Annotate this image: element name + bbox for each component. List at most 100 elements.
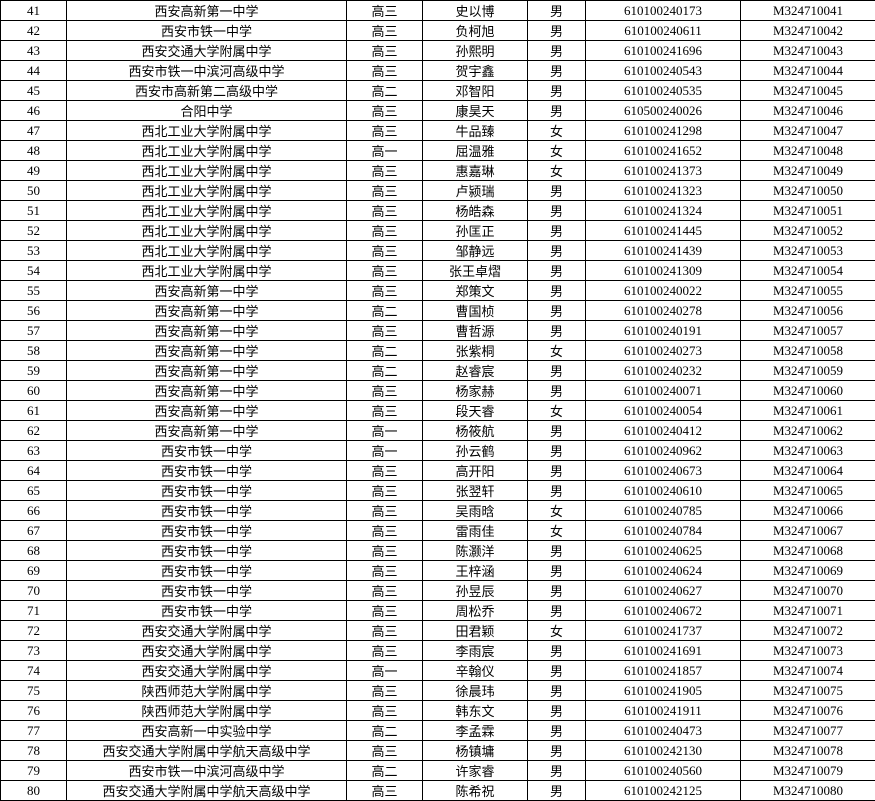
cell-gender: 男 (528, 221, 586, 241)
cell-school: 西安高新第一中学 (67, 421, 347, 441)
cell-code2: M324710080 (741, 781, 875, 801)
cell-school: 西安高新第一中学 (67, 321, 347, 341)
cell-name: 牛品臻 (423, 121, 528, 141)
cell-school: 西北工业大学附属中学 (67, 121, 347, 141)
cell-name: 孙熙明 (423, 41, 528, 61)
cell-school: 西安市铁一中学 (67, 481, 347, 501)
cell-name: 赵睿宸 (423, 361, 528, 381)
cell-code2: M324710055 (741, 281, 875, 301)
cell-code2: M324710064 (741, 461, 875, 481)
cell-idx: 52 (1, 221, 67, 241)
cell-school: 陕西师范大学附属中学 (67, 681, 347, 701)
cell-school: 西安市铁一中学 (67, 501, 347, 521)
cell-gender: 男 (528, 321, 586, 341)
cell-code1: 610100240611 (586, 21, 741, 41)
cell-school: 西北工业大学附属中学 (67, 181, 347, 201)
cell-name: 杨家赫 (423, 381, 528, 401)
cell-idx: 80 (1, 781, 67, 801)
cell-name: 郑策文 (423, 281, 528, 301)
cell-idx: 61 (1, 401, 67, 421)
cell-school: 西安交通大学附属中学航天高级中学 (67, 781, 347, 801)
cell-gender: 男 (528, 441, 586, 461)
cell-school: 西安市铁一中滨河高级中学 (67, 61, 347, 81)
cell-code2: M324710066 (741, 501, 875, 521)
cell-idx: 77 (1, 721, 67, 741)
cell-gender: 男 (528, 681, 586, 701)
cell-grade: 高二 (347, 341, 423, 361)
table-row: 75陕西师范大学附属中学高三徐晨玮男610100241905M324710075 (1, 681, 875, 701)
cell-code1: 610100240785 (586, 501, 741, 521)
cell-code1: 610100241309 (586, 261, 741, 281)
cell-code1: 610100240191 (586, 321, 741, 341)
cell-grade: 高三 (347, 601, 423, 621)
cell-idx: 41 (1, 1, 67, 21)
cell-grade: 高二 (347, 361, 423, 381)
table-row: 55西安高新第一中学高三郑策文男610100240022M324710055 (1, 281, 875, 301)
cell-code1: 610100240625 (586, 541, 741, 561)
cell-code2: M324710056 (741, 301, 875, 321)
cell-school: 西安市铁一中滨河高级中学 (67, 761, 347, 781)
cell-idx: 79 (1, 761, 67, 781)
cell-gender: 男 (528, 21, 586, 41)
cell-idx: 58 (1, 341, 67, 361)
cell-code2: M324710062 (741, 421, 875, 441)
cell-gender: 女 (528, 521, 586, 541)
cell-school: 西北工业大学附属中学 (67, 241, 347, 261)
cell-grade: 高三 (347, 781, 423, 801)
cell-code2: M324710074 (741, 661, 875, 681)
cell-gender: 男 (528, 1, 586, 21)
cell-name: 李孟霖 (423, 721, 528, 741)
cell-school: 西安高新第一中学 (67, 341, 347, 361)
cell-code1: 610100241324 (586, 201, 741, 221)
cell-school: 西安交通大学附属中学航天高级中学 (67, 741, 347, 761)
cell-grade: 高二 (347, 761, 423, 781)
cell-name: 陈希祝 (423, 781, 528, 801)
cell-grade: 高三 (347, 281, 423, 301)
cell-idx: 78 (1, 741, 67, 761)
cell-gender: 男 (528, 361, 586, 381)
cell-school: 西北工业大学附属中学 (67, 161, 347, 181)
cell-grade: 高三 (347, 381, 423, 401)
cell-code1: 610100240273 (586, 341, 741, 361)
cell-code2: M324710044 (741, 61, 875, 81)
cell-code2: M324710073 (741, 641, 875, 661)
cell-idx: 65 (1, 481, 67, 501)
table-row: 64西安市铁一中学高三高开阳男610100240673M324710064 (1, 461, 875, 481)
table-row: 43西安交通大学附属中学高三孙熙明男610100241696M324710043 (1, 41, 875, 61)
cell-idx: 46 (1, 101, 67, 121)
cell-grade: 高三 (347, 61, 423, 81)
cell-grade: 高二 (347, 721, 423, 741)
cell-code1: 610100240278 (586, 301, 741, 321)
table-row: 77西安高新一中实验中学高二李孟霖男610100240473M324710077 (1, 721, 875, 741)
cell-grade: 高三 (347, 461, 423, 481)
cell-name: 杨筱航 (423, 421, 528, 441)
cell-name: 李雨宸 (423, 641, 528, 661)
cell-code1: 610100240673 (586, 461, 741, 481)
cell-gender: 女 (528, 121, 586, 141)
cell-name: 许家睿 (423, 761, 528, 781)
cell-gender: 男 (528, 61, 586, 81)
cell-gender: 男 (528, 381, 586, 401)
cell-code2: M324710077 (741, 721, 875, 741)
table-row: 51西北工业大学附属中学高三杨皓森男610100241324M324710051 (1, 201, 875, 221)
cell-code2: M324710068 (741, 541, 875, 561)
cell-idx: 76 (1, 701, 67, 721)
table-row: 56西安高新第一中学高二曹国桢男610100240278M324710056 (1, 301, 875, 321)
cell-school: 西安高新第一中学 (67, 301, 347, 321)
table-row: 80西安交通大学附属中学航天高级中学高三陈希祝男610100242125M324… (1, 781, 875, 801)
cell-code1: 610100240624 (586, 561, 741, 581)
cell-idx: 55 (1, 281, 67, 301)
cell-idx: 70 (1, 581, 67, 601)
cell-idx: 48 (1, 141, 67, 161)
cell-school: 西安交通大学附属中学 (67, 641, 347, 661)
cell-idx: 56 (1, 301, 67, 321)
cell-grade: 高三 (347, 561, 423, 581)
cell-school: 西安高新第一中学 (67, 361, 347, 381)
cell-grade: 高三 (347, 581, 423, 601)
cell-code1: 610100242125 (586, 781, 741, 801)
cell-code1: 610100241691 (586, 641, 741, 661)
cell-code2: M324710047 (741, 121, 875, 141)
cell-school: 西安高新第一中学 (67, 281, 347, 301)
cell-gender: 男 (528, 461, 586, 481)
cell-code2: M324710079 (741, 761, 875, 781)
